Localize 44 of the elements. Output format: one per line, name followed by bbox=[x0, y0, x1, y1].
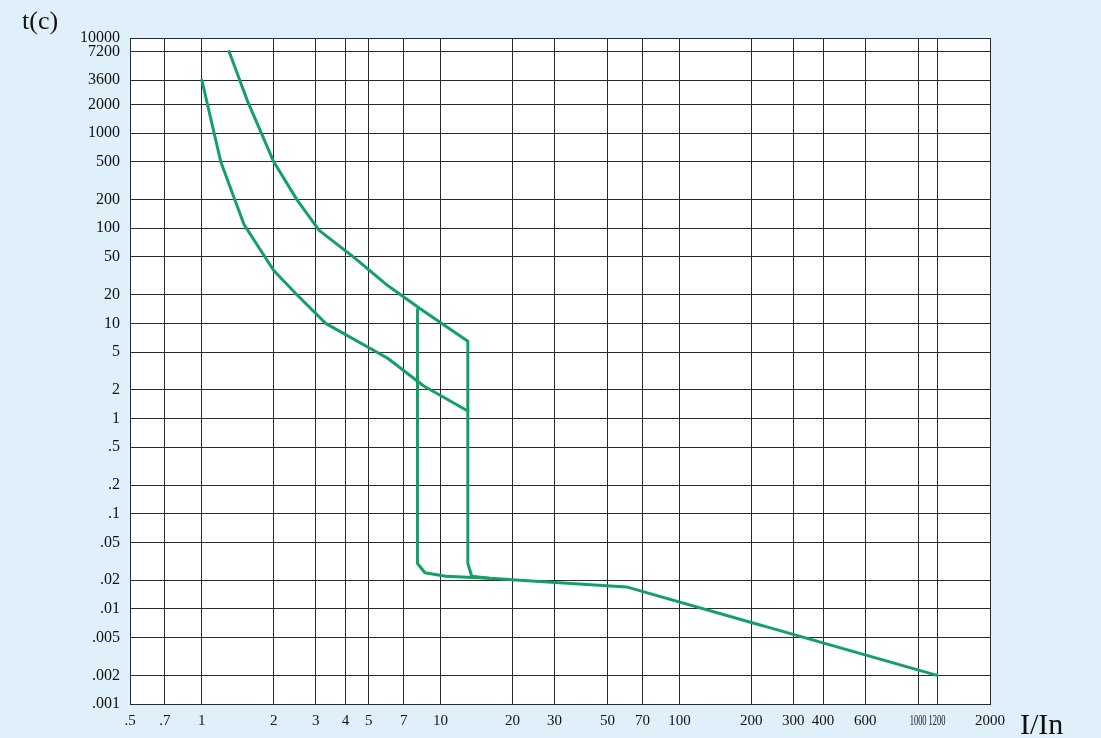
y-tick-label: .005 bbox=[92, 627, 120, 645]
y-tick-label: 100 bbox=[96, 218, 120, 236]
x-tick-label: 20 bbox=[505, 712, 520, 729]
x-tick-label: .5 bbox=[124, 712, 136, 729]
y-tick-label: 1 bbox=[112, 408, 120, 426]
x-tick-label: 30 bbox=[547, 712, 563, 729]
x-tick-label: 2 bbox=[269, 712, 278, 729]
y-tick-label: .5 bbox=[108, 437, 120, 455]
x-tick-label: 400 bbox=[811, 712, 835, 729]
x-tick-label: 2000 bbox=[975, 712, 1005, 729]
x-tick-label: 4 bbox=[341, 712, 350, 729]
y-tick-label: 10 bbox=[104, 313, 120, 331]
y-tick-label: 2 bbox=[112, 380, 120, 398]
x-tick-label: 1 bbox=[198, 712, 206, 729]
y-tick-label: .1 bbox=[108, 503, 120, 521]
x-tick-label: 300 bbox=[782, 712, 805, 729]
y-tick-label: .002 bbox=[92, 665, 120, 683]
x-axis-title: I/In bbox=[1020, 706, 1064, 738]
y-tick-label: 5 bbox=[112, 342, 120, 360]
x-tick-label: 70 bbox=[634, 712, 650, 729]
x-tick-label: 50 bbox=[600, 712, 615, 729]
y-tick-label: .001 bbox=[92, 694, 120, 712]
x-tick-label: 3 bbox=[312, 712, 320, 729]
y-tick-label: 200 bbox=[96, 189, 120, 207]
y-tick-label: 1000 bbox=[88, 123, 120, 141]
x-tick-label: 1200 bbox=[928, 711, 946, 730]
y-tick-label: 50 bbox=[104, 247, 120, 265]
y-tick-label: 2000 bbox=[88, 94, 120, 112]
y-tick-label: 3600 bbox=[88, 70, 120, 88]
y-tick-label: .2 bbox=[108, 475, 120, 493]
x-tick-label: 100 bbox=[668, 712, 691, 729]
x-tick-label: 1000 bbox=[909, 711, 927, 730]
x-tick-label: 10 bbox=[433, 712, 449, 729]
y-tick-label: .01 bbox=[100, 599, 120, 617]
y-axis-title: t(c) bbox=[22, 5, 59, 35]
x-tick-label: 200 bbox=[740, 712, 763, 729]
y-tick-label: 20 bbox=[104, 284, 120, 302]
x-tick-label: 600 bbox=[853, 712, 877, 729]
x-tick-label: 5 bbox=[365, 712, 373, 729]
y-tick-label: .05 bbox=[100, 532, 120, 550]
y-tick-label: .02 bbox=[100, 570, 120, 588]
x-tick-label: .7 bbox=[159, 712, 172, 729]
y-tick-label: 500 bbox=[96, 151, 120, 169]
x-tick-label: 7 bbox=[399, 712, 408, 729]
